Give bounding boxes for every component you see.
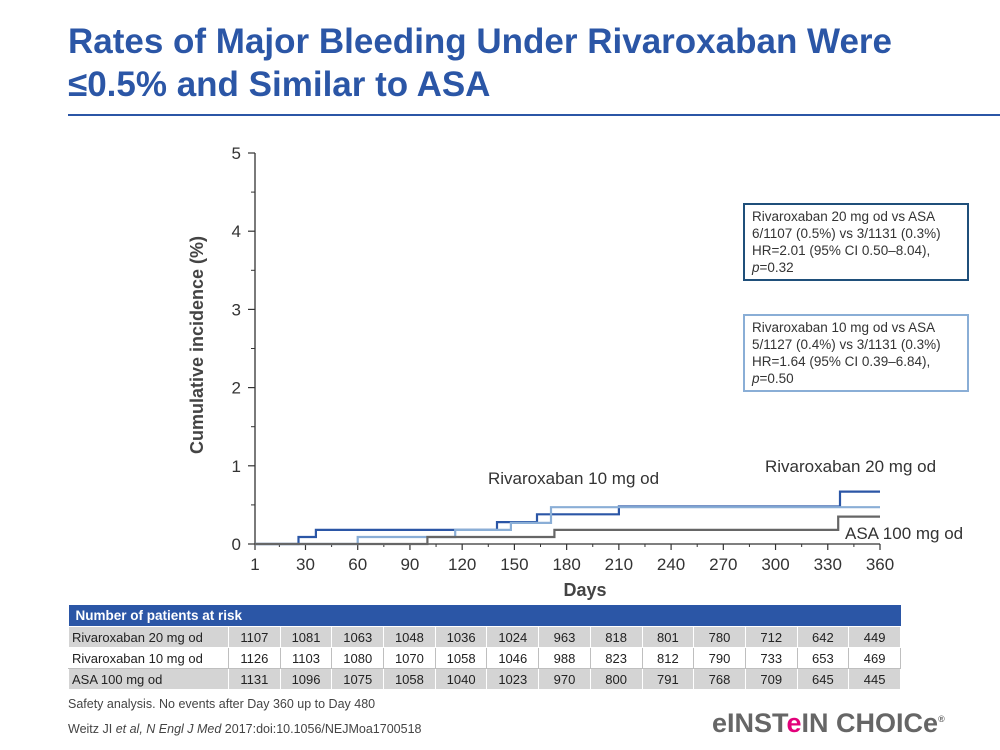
series-label: Rivaroxaban 10 mg od xyxy=(488,469,659,488)
risk-cell: 780 xyxy=(693,626,746,648)
stat-box-rivaroxaban-20: Rivaroxaban 20 mg od vs ASA 6/1107 (0.5%… xyxy=(743,203,969,281)
stat-box-line: p=0.50 xyxy=(752,370,959,387)
risk-row-label: ASA 100 mg od xyxy=(68,668,229,690)
risk-cell: 1024 xyxy=(486,626,540,648)
title-rule xyxy=(68,114,1000,116)
risk-cell: 642 xyxy=(796,626,850,648)
einstein-choice-logo: eINSTeIN CHOICe® xyxy=(712,708,945,738)
x-tick-label: 360 xyxy=(866,555,894,574)
ref-doi: 2017:doi:10.1056/NEJMoa1700518 xyxy=(221,722,422,736)
risk-cell: 1107 xyxy=(228,626,281,648)
risk-table-header: Number of patients at risk xyxy=(68,605,901,627)
y-tick-label: 1 xyxy=(232,457,241,476)
risk-cell: 800 xyxy=(589,668,643,690)
x-tick-label: 30 xyxy=(296,555,315,574)
risk-cell: 823 xyxy=(589,647,643,669)
risk-cell: 1126 xyxy=(228,647,281,669)
risk-cell: 812 xyxy=(641,647,695,669)
risk-cell: 1131 xyxy=(228,668,281,690)
y-tick-label: 5 xyxy=(232,144,241,163)
risk-cell: 988 xyxy=(538,647,591,669)
p-symbol: p xyxy=(752,260,760,275)
risk-cell: 970 xyxy=(538,668,591,690)
y-tick-label: 4 xyxy=(232,222,241,241)
x-axis-label: Days xyxy=(563,580,606,600)
safety-footnote: Safety analysis. No events after Day 360… xyxy=(68,697,376,711)
stat-box-line: 5/1127 (0.4%) vs 3/1131 (0.3%) xyxy=(752,337,941,352)
risk-table-row: ASA 100 mg od 1131 1096 1075 1058 1040 1023 970… xyxy=(68,668,901,690)
risk-cell: 1081 xyxy=(279,626,333,648)
risk-cell: 1048 xyxy=(383,626,436,648)
series-line-1 xyxy=(255,490,880,546)
stat-box-line: HR=2.01 (95% CI 0.50–8.04), xyxy=(752,243,931,258)
risk-cell: 1063 xyxy=(331,626,385,648)
x-tick-label: 120 xyxy=(448,555,476,574)
risk-cell: 653 xyxy=(796,647,850,669)
x-tick-label: 180 xyxy=(552,555,580,574)
risk-cell: 791 xyxy=(641,668,695,690)
risk-cell: 1075 xyxy=(331,668,385,690)
x-tick-label: 60 xyxy=(348,555,367,574)
risk-cell: 1023 xyxy=(486,668,540,690)
risk-cell: 1080 xyxy=(331,647,385,669)
risk-cell: 449 xyxy=(848,626,901,648)
slide-title: Rates of Major Bleeding Under Rivaroxaba… xyxy=(68,22,893,104)
x-tick-label: 270 xyxy=(709,555,737,574)
risk-cell: 1096 xyxy=(279,668,333,690)
x-tick-label: 300 xyxy=(761,555,789,574)
risk-cell: 963 xyxy=(538,626,591,648)
p-value: =0.32 xyxy=(759,260,794,275)
risk-cell: 1058 xyxy=(434,647,488,669)
ref-journal: et al, N Engl J Med xyxy=(115,722,222,736)
risk-cell: 1103 xyxy=(279,647,333,669)
y-tick-label: 0 xyxy=(232,535,241,554)
x-tick-label: 240 xyxy=(657,555,685,574)
risk-cell: 469 xyxy=(848,647,901,669)
risk-cell: 768 xyxy=(693,668,746,690)
risk-row-label: Rivaroxaban 20 mg od xyxy=(68,626,229,648)
y-tick-label: 3 xyxy=(232,300,241,319)
risk-cell: 1046 xyxy=(486,647,540,669)
p-value: =0.50 xyxy=(759,371,794,386)
series-label: Rivaroxaban 20 mg od xyxy=(765,457,936,476)
x-tick-label: 330 xyxy=(814,555,842,574)
y-tick-label: 2 xyxy=(232,379,241,398)
p-symbol: p xyxy=(752,371,760,386)
stat-box-line: 6/1107 (0.5%) vs 3/1131 (0.3%) xyxy=(752,226,941,241)
series-label: ASA 100 mg od xyxy=(845,524,963,543)
stat-box-line: Rivaroxaban 20 mg od vs ASA xyxy=(752,209,936,224)
risk-cell: 445 xyxy=(848,668,901,690)
reference-footnote: Weitz JI et al, N Engl J Med 2017:doi:10… xyxy=(68,722,421,736)
series-line-3 xyxy=(255,515,880,546)
risk-cell: 645 xyxy=(796,668,850,690)
risk-cell: 1058 xyxy=(383,668,436,690)
y-axis-label: Cumulative incidence (%) xyxy=(187,236,207,454)
stat-box-line: p=0.32 xyxy=(752,259,959,276)
risk-cell: 818 xyxy=(589,626,643,648)
risk-cell: 801 xyxy=(641,626,695,648)
risk-table-row: Rivaroxaban 10 mg od 1126 1103 1080 1070 1058… xyxy=(68,647,901,669)
risk-row-label: Rivaroxaban 10 mg od xyxy=(68,647,229,669)
risk-cell: 733 xyxy=(744,647,798,669)
x-tick-label: 1 xyxy=(250,555,259,574)
risk-cell: 709 xyxy=(744,668,798,690)
x-tick-label: 150 xyxy=(500,555,528,574)
stat-box-line: HR=1.64 (95% CI 0.39–6.84), xyxy=(752,354,931,369)
risk-cell: 1036 xyxy=(434,626,488,648)
x-tick-label: 210 xyxy=(605,555,633,574)
series-line-2 xyxy=(255,506,880,546)
patients-at-risk-table: Number of patients at risk Rivaroxaban 2… xyxy=(68,605,901,690)
risk-cell: 790 xyxy=(693,647,746,669)
risk-table-row: Rivaroxaban 20 mg od 1107 1081 1063 1048 1036… xyxy=(68,626,901,648)
risk-cell: 712 xyxy=(744,626,798,648)
x-tick-label: 90 xyxy=(400,555,419,574)
ref-author: Weitz JI xyxy=(68,722,116,736)
stat-box-rivaroxaban-10: Rivaroxaban 10 mg od vs ASA 5/1127 (0.4%… xyxy=(743,314,969,392)
stat-box-line: Rivaroxaban 10 mg od vs ASA xyxy=(752,320,936,335)
risk-cell: 1040 xyxy=(434,668,488,690)
risk-cell: 1070 xyxy=(383,647,436,669)
